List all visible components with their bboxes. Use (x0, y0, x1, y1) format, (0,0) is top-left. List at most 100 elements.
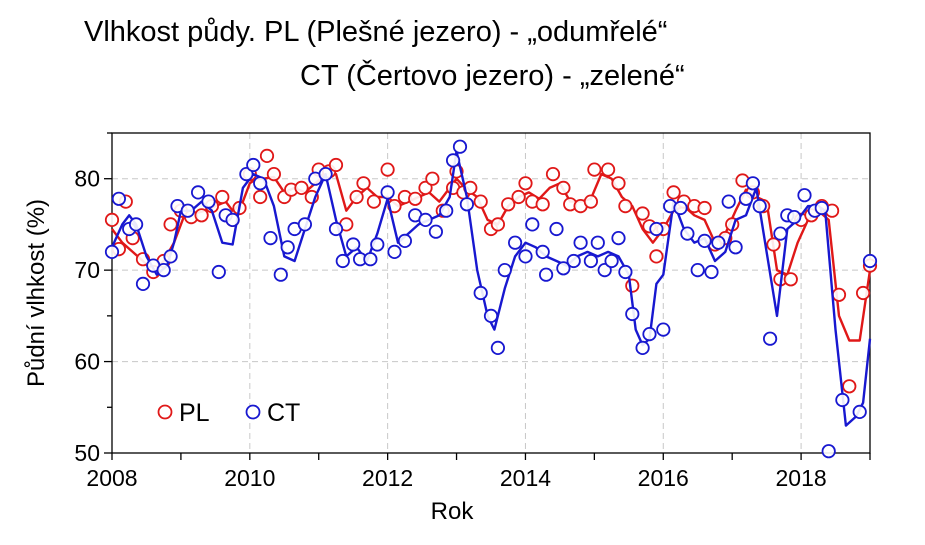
series-ct-point (697, 233, 712, 248)
series-pl-point (625, 278, 640, 293)
series-ct-point (363, 252, 378, 267)
series-ct-point (418, 212, 433, 227)
series-ct-point (246, 157, 261, 173)
series-pl-point (328, 157, 344, 173)
series-ct-point (163, 249, 178, 264)
series-pl-point (418, 180, 433, 195)
series-ct-point (297, 217, 312, 232)
series-pl-point (600, 162, 616, 177)
series-ct-point (535, 244, 550, 259)
series-ct-point (397, 233, 412, 248)
series-ct-point (852, 404, 867, 419)
series-ct-point (604, 253, 619, 269)
y-axis-label: Půdní vlhkost (%) (23, 199, 50, 387)
legend-label-ct: CT (267, 399, 300, 427)
series-pl-point (535, 197, 550, 212)
series-pl-point (408, 191, 423, 206)
series-ct-point (573, 235, 588, 250)
series-ct-point (439, 203, 454, 218)
series-ct-point (253, 176, 268, 191)
series-pl-point (366, 194, 381, 209)
series-ct-point (370, 237, 385, 252)
x-tick-label: 2008 (86, 465, 137, 491)
series-ct-point (328, 221, 344, 237)
series-ct-point (111, 191, 127, 206)
series-ct-point (525, 217, 540, 232)
series-pl-point (831, 287, 847, 302)
series-ct-point (225, 212, 240, 227)
series-ct-point (459, 197, 474, 212)
series-ct-point (625, 306, 640, 322)
series-pl-point (783, 272, 798, 287)
series-pl-point (490, 217, 505, 232)
series-pl-point (556, 180, 571, 195)
x-tick-label: 2012 (362, 465, 413, 491)
series-pl-point (380, 162, 395, 177)
series-ct-point (280, 240, 295, 255)
series-ct-point (566, 253, 581, 269)
y-tick-label: 70 (74, 257, 100, 283)
series-ct-point (711, 235, 726, 250)
series-pl-point (215, 189, 230, 205)
series-ct-point (721, 194, 736, 209)
series-ct-point (745, 176, 761, 191)
series-pl-point (294, 180, 309, 195)
x-tick-label: 2010 (224, 465, 275, 491)
series-ct-point (635, 340, 650, 355)
series-ct-point (583, 253, 599, 269)
series-pl-point (697, 200, 712, 216)
series-pl-point (545, 167, 561, 182)
series-ct-point (191, 185, 206, 200)
series-ct-point (538, 267, 554, 282)
series-pl-point (649, 249, 664, 264)
series-ct (104, 139, 878, 459)
x-axis-label: Rok (431, 498, 475, 525)
series-ct-point (597, 262, 612, 278)
series-pl-point (349, 189, 364, 205)
series-ct-point (380, 185, 395, 200)
y-tick-label: 50 (74, 440, 100, 466)
series-ct-point (752, 199, 767, 214)
series-ct-point (821, 444, 836, 459)
series-ct-point (473, 285, 488, 301)
series-ct-point (590, 235, 605, 250)
series-ct-point (618, 264, 633, 280)
series-ct-point (387, 244, 402, 259)
series-ct-point (728, 240, 743, 255)
series-ct-point (656, 322, 671, 337)
legend-marker-ct (245, 404, 261, 420)
series-ct-line (110, 150, 872, 427)
series-pl-point (766, 237, 781, 252)
series-pl-point (253, 189, 268, 205)
y-tick-label: 60 (74, 349, 100, 375)
chart-title-line-1: Vlhkost půdy. PL (Plešné jezero) - „odum… (84, 16, 668, 48)
series-pl-point (104, 212, 120, 227)
series-ct-point (738, 191, 754, 206)
series-ct-point (835, 392, 850, 408)
series-ct-point (673, 200, 688, 216)
series-ct-point (483, 308, 499, 323)
series-ct-point (862, 253, 878, 269)
series-pl-point (425, 171, 440, 186)
series-layer (104, 139, 878, 459)
axis-ticks: 2008 2010 2012 2014 2016 2018 50 60 70 80 (74, 132, 871, 491)
series-ct-point (490, 340, 505, 355)
series-pl-point (194, 208, 209, 223)
legend: PL CT (157, 399, 300, 427)
series-ct-point (549, 221, 564, 237)
series-ct-point (611, 231, 626, 246)
series-ct-point (556, 261, 571, 276)
series-pl-point (587, 162, 602, 177)
series-ct-point (762, 331, 778, 346)
series-ct-point (445, 153, 461, 168)
series-pl-point (266, 167, 281, 182)
series-pl-point (356, 176, 371, 191)
series-ct-point (814, 200, 829, 216)
series-pl-point (511, 189, 526, 205)
legend-marker-pl (157, 404, 173, 420)
series-ct-point (201, 194, 216, 209)
series-pl-point (611, 176, 626, 191)
x-tick-label: 2018 (776, 465, 827, 491)
series-ct-point (452, 139, 468, 154)
